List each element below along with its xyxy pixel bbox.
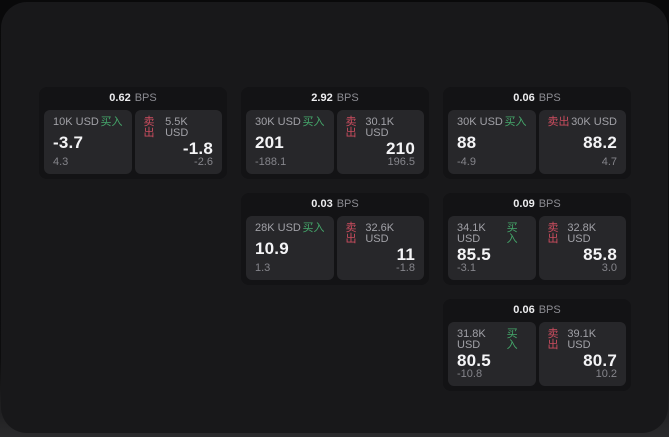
card-header: 0.62 BPS — [44, 87, 222, 110]
buy-change-value: -3.1 — [457, 262, 476, 274]
sell-size-label: 30K USD — [571, 116, 617, 128]
sell-price: 210 — [386, 138, 415, 158]
sell-price: -1.8 — [182, 138, 213, 158]
bps-spread-value: 0.03 — [311, 198, 333, 210]
bps-spread-value: 0.62 — [109, 92, 131, 104]
buy-tile[interactable]: 30K USD 买入 201 -188.1 — [246, 110, 334, 174]
buy-size-label: 30K USD — [457, 116, 503, 128]
buy-change-value: -10.8 — [457, 368, 483, 380]
buy-action-label: 买入 — [506, 328, 518, 351]
buy-price: 10.9 — [255, 239, 289, 258]
card-header: 0.06 BPS — [448, 87, 626, 110]
buy-tile[interactable]: 10K USD 买入 -3.7 4.3 — [44, 110, 132, 174]
buy-tile[interactable]: 28K USD 买入 10.9 1.3 — [246, 216, 334, 280]
bps-spread-value: 0.06 — [513, 304, 535, 316]
sell-size-label: 32.6K USD — [365, 222, 395, 245]
buy-price: 88 — [457, 133, 477, 152]
bps-spread-value: 0.06 — [513, 92, 535, 104]
buy-action-label: 买入 — [302, 222, 325, 234]
sell-action-label: 卖出 — [547, 328, 559, 351]
bps-spread-value: 0.09 — [513, 198, 535, 210]
quote-card: 0.09 BPS 34.1K USD 买入 85.5 -3.1 卖出 32.8K… — [443, 193, 631, 285]
bid-ask-panels: 30K USD 买入 201 -188.1 卖出 30.1K USD 210 1… — [246, 110, 424, 174]
buy-action-label: 买入 — [100, 116, 123, 128]
bps-spread-value: 2.92 — [311, 92, 333, 104]
bps-unit-label: BPS — [134, 92, 157, 104]
buy-change-value: -188.1 — [255, 156, 287, 168]
card-header: 0.09 BPS — [448, 193, 626, 216]
buy-size-label: 31.8K USD — [457, 328, 486, 351]
bid-ask-panels: 28K USD 买入 10.9 1.3 卖出 32.6K USD 11 -1.8 — [246, 216, 424, 280]
sell-price: 88.2 — [583, 133, 617, 152]
buy-price: 80.5 — [457, 350, 491, 370]
sell-change-value: 10.2 — [595, 368, 617, 380]
sell-change-value: 196.5 — [387, 156, 415, 168]
sell-price: 80.7 — [583, 350, 617, 370]
quote-card: 0.06 BPS 31.8K USD 买入 80.5 -10.8 卖出 39.1… — [443, 299, 631, 391]
card-header: 2.92 BPS — [246, 87, 424, 110]
sell-price: 11 — [396, 244, 415, 264]
sell-change-value: 3.0 — [601, 262, 617, 274]
bps-unit-label: BPS — [336, 198, 359, 210]
card-header: 0.03 BPS — [246, 193, 424, 216]
buy-size-label: 30K USD — [255, 116, 301, 128]
buy-price: 85.5 — [457, 244, 491, 264]
quote-card: 0.03 BPS 28K USD 买入 10.9 1.3 卖出 32.6K US… — [241, 193, 429, 285]
sell-change-value: -1.8 — [396, 262, 415, 274]
sell-action-label: 卖出 — [143, 116, 155, 139]
sell-size-label: 30.1K USD — [365, 116, 395, 139]
bid-ask-panels: 31.8K USD 买入 80.5 -10.8 卖出 39.1K USD 80.… — [448, 322, 626, 386]
quote-cards-grid: 0.62 BPS 10K USD 买入 -3.7 4.3 卖出 5.5K USD… — [39, 87, 631, 391]
buy-price: -3.7 — [53, 133, 84, 152]
sell-tile[interactable]: 卖出 30.1K USD 210 196.5 — [336, 110, 424, 174]
sell-size-label: 5.5K USD — [165, 116, 189, 139]
buy-change-value: -4.9 — [457, 156, 476, 168]
sell-tile[interactable]: 卖出 5.5K USD -1.8 -2.6 — [134, 110, 222, 174]
buy-change-value: 4.3 — [53, 156, 69, 168]
buy-action-label: 买入 — [504, 116, 527, 128]
sell-change-value: 4.7 — [601, 156, 617, 168]
sell-action-label: 卖出 — [345, 116, 357, 139]
bps-unit-label: BPS — [538, 198, 561, 210]
bid-ask-panels: 30K USD 买入 88 -4.9 卖出 30K USD 88.2 4.7 — [448, 110, 626, 174]
sell-action-label: 卖出 — [547, 116, 570, 128]
sell-change-value: -2.6 — [194, 156, 213, 168]
sell-tile[interactable]: 卖出 30K USD 88.2 4.7 — [538, 110, 626, 174]
bps-unit-label: BPS — [538, 92, 561, 104]
buy-tile[interactable]: 34.1K USD 买入 85.5 -3.1 — [448, 216, 536, 280]
buy-tile[interactable]: 30K USD 买入 88 -4.9 — [448, 110, 536, 174]
quote-card: 0.62 BPS 10K USD 买入 -3.7 4.3 卖出 5.5K USD… — [39, 87, 227, 179]
buy-change-value: 1.3 — [255, 262, 271, 274]
buy-action-label: 买入 — [506, 222, 518, 245]
card-header: 0.06 BPS — [448, 299, 626, 322]
quote-card: 2.92 BPS 30K USD 买入 201 -188.1 卖出 30.1K … — [241, 87, 429, 179]
buy-action-label: 买入 — [302, 116, 325, 128]
bps-unit-label: BPS — [336, 92, 359, 104]
bid-ask-panels: 34.1K USD 买入 85.5 -3.1 卖出 32.8K USD 85.8… — [448, 216, 626, 280]
quote-card: 0.06 BPS 30K USD 买入 88 -4.9 卖出 30K USD 8… — [443, 87, 631, 179]
sell-size-label: 32.8K USD — [567, 222, 597, 245]
sell-price: 85.8 — [583, 244, 617, 264]
sell-action-label: 卖出 — [345, 222, 357, 245]
buy-size-label: 10K USD — [53, 116, 99, 128]
sell-action-label: 卖出 — [547, 222, 559, 245]
bid-ask-panels: 10K USD 买入 -3.7 4.3 卖出 5.5K USD -1.8 -2.… — [44, 110, 222, 174]
buy-size-label: 28K USD — [255, 222, 301, 234]
sell-tile[interactable]: 卖出 39.1K USD 80.7 10.2 — [538, 322, 626, 386]
buy-size-label: 34.1K USD — [457, 222, 486, 245]
buy-tile[interactable]: 31.8K USD 买入 80.5 -10.8 — [448, 322, 536, 386]
bps-unit-label: BPS — [538, 304, 561, 316]
sell-tile[interactable]: 卖出 32.6K USD 11 -1.8 — [336, 216, 424, 280]
buy-price: 201 — [255, 133, 284, 152]
sell-size-label: 39.1K USD — [567, 328, 597, 351]
sell-tile[interactable]: 卖出 32.8K USD 85.8 3.0 — [538, 216, 626, 280]
